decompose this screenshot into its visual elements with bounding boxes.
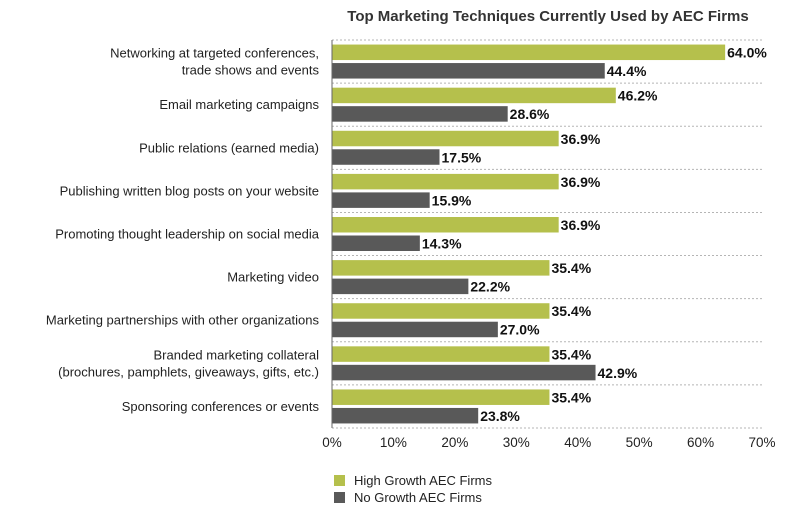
bar-high-growth [332,217,559,233]
data-label: 14.3% [422,236,462,252]
category-label-line: Sponsoring conferences or events [122,399,320,414]
category-label-line: Marketing partnerships with other organi… [46,313,320,328]
bar-no-growth [332,192,430,208]
data-label: 28.6% [510,106,550,122]
bar-no-growth [332,63,605,79]
category-label: Marketing video [227,270,319,285]
bar-no-growth [332,278,469,295]
bar-high-growth [332,130,559,147]
bar-high-growth [332,173,559,190]
data-label: 35.4% [551,303,591,319]
legend-swatch-high-growth [334,475,345,486]
category-label-line: trade shows and events [182,63,320,78]
category-label-line: Networking at targeted conferences, [110,46,319,61]
category-label: Promoting thought leadership on social m… [55,227,320,242]
bar-no-growth [332,235,420,251]
category-label: Branded marketing collateral (brochures, … [58,347,319,379]
category-label: Public relations (earned media) [139,140,319,155]
legend: High Growth AEC Firms No Growth AEC Firms [334,473,492,505]
category-label-line: Email marketing campaigns [159,97,319,112]
bar-high-growth [332,87,616,104]
data-label: 22.2% [470,279,510,295]
bar-no-growth [332,106,508,122]
data-label: 15.9% [432,192,472,208]
data-label: 36.9% [561,131,601,147]
category-label: Sponsoring conferences or events [122,399,320,414]
x-tick-label: 20% [441,435,468,450]
x-tick-label: 70% [748,435,775,450]
data-label: 17.5% [442,149,482,165]
bars [332,44,726,424]
x-tick-label: 50% [626,435,653,450]
x-axis: 0% 10% 20% 30% 40% 50% 60% 70% [322,40,776,450]
data-label: 35.4% [551,260,591,276]
data-label: 64.0% [727,45,767,61]
data-label: 44.4% [607,63,647,79]
data-label: 36.9% [561,217,601,233]
legend-label: High Growth AEC Firms [354,473,492,488]
bar-high-growth [332,260,550,276]
legend-label: No Growth AEC Firms [354,490,482,505]
x-tick-label: 30% [503,435,530,450]
value-labels: 64.0% 44.4% 46.2% 28.6% 36.9% 17.5% 36.9% 15.9%… [422,45,768,424]
chart-title: Top Marketing Techniques Currently Used … [347,8,748,25]
data-label: 36.9% [561,174,601,190]
legend-swatch-no-growth [334,492,345,503]
bar-high-growth [332,44,726,61]
category-label: Marketing partnerships with other organi… [46,313,320,328]
category-label-line: Promoting thought leadership on social m… [55,227,320,242]
category-labels: Networking at targeted conferences, trade… [46,46,320,414]
bar-high-growth [332,346,550,362]
data-label: 35.4% [551,346,591,362]
category-label: Networking at targeted conferences, trade… [110,46,319,78]
x-tick-label: 60% [687,435,714,450]
category-label: Publishing written blog posts on your we… [60,183,319,198]
data-label: 42.9% [598,365,638,381]
bar-high-growth [332,389,550,405]
x-tick-label: 0% [322,435,342,450]
bar-no-growth [332,407,479,424]
data-label: 35.4% [551,389,591,405]
category-label-line: (brochures, pamphlets, giveaways, gifts,… [58,364,319,379]
bar-no-growth [332,149,440,165]
bar-no-growth [332,364,596,381]
x-tick-label: 10% [380,435,407,450]
category-label-line: Marketing video [227,270,319,285]
x-tick-label: 40% [564,435,591,450]
data-label: 46.2% [618,88,658,104]
category-label-line: Branded marketing collateral [154,347,320,362]
category-label-line: Public relations (earned media) [139,140,319,155]
data-label: 27.0% [500,322,540,338]
bar-high-growth [332,303,550,319]
data-label: 23.8% [480,408,520,424]
category-label-line: Publishing written blog posts on your we… [60,183,319,198]
bar-no-growth [332,321,498,338]
category-label: Email marketing campaigns [159,97,319,112]
